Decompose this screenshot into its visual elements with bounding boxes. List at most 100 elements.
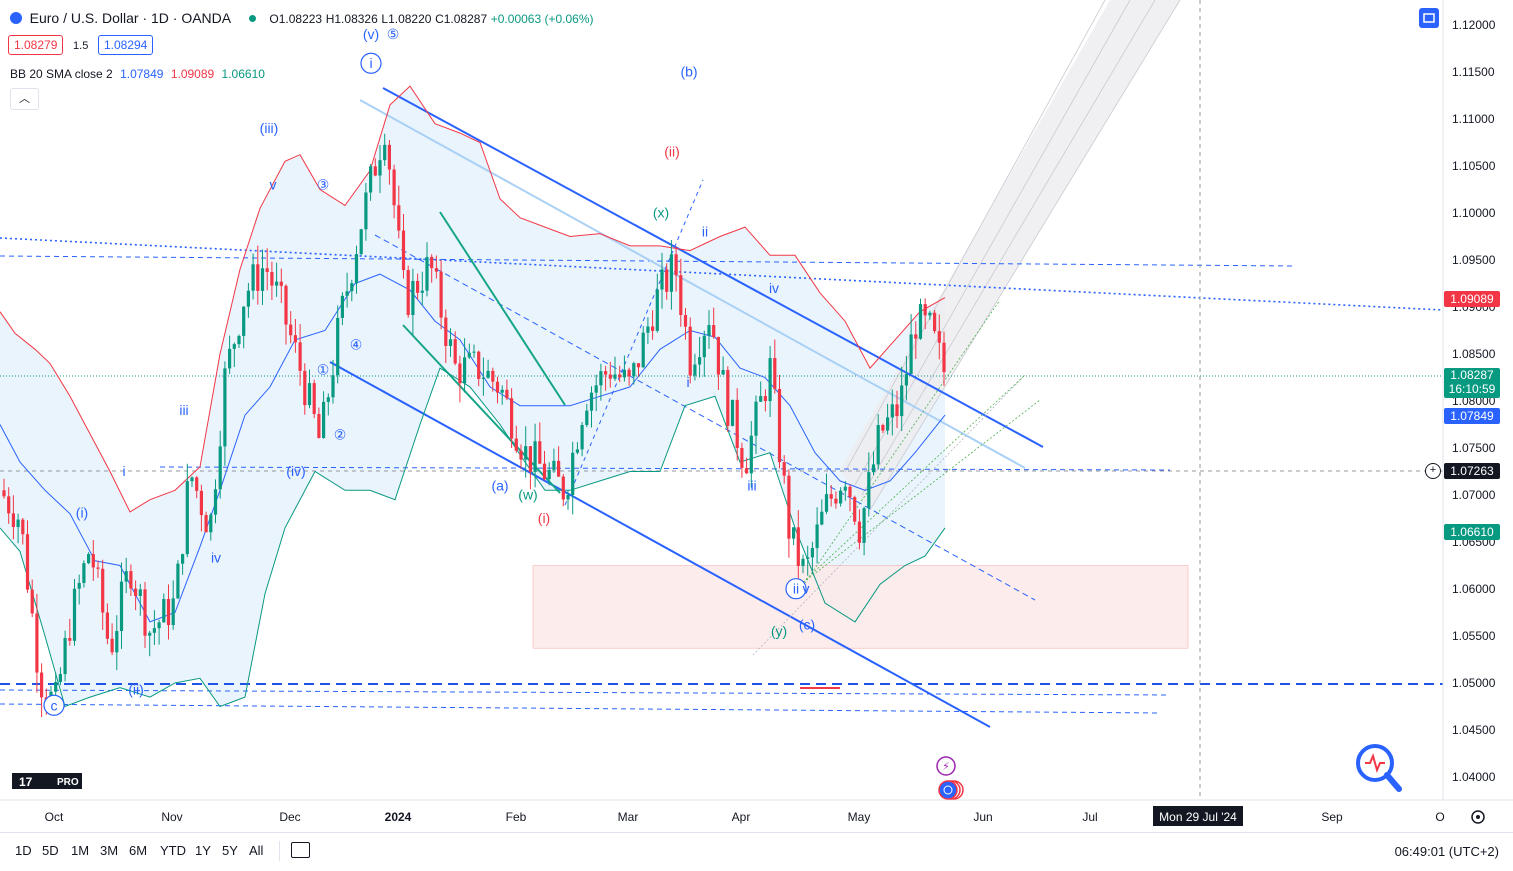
candle (392, 164, 396, 219)
candle (143, 581, 147, 648)
candle (312, 379, 316, 419)
candle (420, 271, 424, 306)
candle (801, 554, 805, 574)
candle (627, 367, 631, 386)
candle (636, 363, 641, 377)
dashed-rising-line (564, 179, 704, 506)
candle (223, 361, 227, 466)
candle (566, 489, 570, 510)
candle (322, 391, 326, 439)
candle (430, 254, 434, 283)
candle (768, 345, 772, 417)
candle (665, 263, 669, 300)
candle (458, 355, 462, 403)
candle (96, 560, 100, 578)
date-range-icon[interactable] (291, 842, 310, 858)
timeframe-button-5d[interactable]: 5D (42, 843, 59, 858)
green-wedge-upper (439, 211, 566, 406)
time-crosshair-label-bg (1153, 806, 1243, 826)
timeframe-button-3m[interactable]: 3M (100, 843, 119, 858)
candle (608, 361, 612, 388)
candle (806, 545, 810, 576)
x-tick-label: Jun (973, 810, 992, 824)
candle (21, 518, 25, 545)
candle (204, 511, 208, 533)
candle (387, 140, 391, 185)
candle (528, 446, 532, 490)
wave-label: (iii) (260, 120, 279, 136)
candle (853, 495, 857, 525)
svg-text:v: v (270, 177, 277, 193)
wave-label: ⑤ (387, 26, 400, 42)
candle (444, 309, 448, 364)
candle (669, 240, 673, 310)
svg-text:(i): (i) (538, 510, 550, 526)
candle (754, 395, 758, 454)
candle (166, 584, 171, 640)
lightning-event-icon[interactable]: ⚡ (936, 756, 956, 776)
candle (25, 520, 30, 593)
sell-button[interactable]: 1.08279 (8, 35, 64, 55)
candle (618, 365, 622, 383)
candle (683, 307, 688, 340)
candle (824, 473, 829, 515)
x-tick-label: Oct (45, 810, 64, 824)
candle (843, 480, 847, 501)
candle (561, 474, 565, 507)
candle (735, 388, 739, 461)
candle (124, 557, 128, 594)
fullscreen-button[interactable] (1419, 8, 1439, 28)
candle (481, 357, 485, 396)
candle (589, 386, 594, 428)
svg-text:i: i (686, 374, 689, 390)
x-tick-label: Sep (1321, 810, 1343, 824)
candle (547, 462, 551, 486)
candle (712, 307, 716, 339)
wave-label: (iv) (286, 463, 305, 479)
indicator-legend[interactable]: BB 20 SMA close 2 1.07849 1.09089 1.0661… (10, 67, 265, 81)
timeframe-button-1d[interactable]: 1D (15, 843, 32, 858)
timeframe-button-all[interactable]: All (249, 843, 264, 858)
symbol-legend[interactable]: Euro / U.S. Dollar · 1D · OANDA O1.08223… (10, 10, 594, 26)
svg-text:(i): (i) (76, 505, 88, 521)
candle (40, 663, 44, 718)
svg-text:(ii): (ii) (664, 144, 680, 160)
candle (575, 442, 579, 455)
wave-label: c (43, 694, 65, 716)
timeframe-button-1y[interactable]: 1Y (195, 843, 211, 858)
collapse-legend-button[interactable]: ︿ (10, 88, 39, 110)
candle (232, 342, 236, 368)
candle (533, 423, 537, 488)
svg-text:v: v (803, 581, 810, 597)
candle (82, 560, 86, 588)
y-tick-label: 1.10500 (1452, 159, 1496, 173)
wave-label: v (803, 581, 810, 597)
candle (928, 310, 932, 320)
candle (585, 403, 589, 428)
flag-events-icon[interactable] (938, 780, 964, 800)
svg-text:④: ④ (350, 336, 363, 352)
candle (7, 487, 11, 524)
x-tick-label: Apr (732, 810, 751, 824)
timeframe-button-6m[interactable]: 6M (129, 843, 148, 858)
timeframe-button-ytd[interactable]: YTD (160, 843, 186, 858)
candle (552, 448, 556, 473)
timeframe-button-5y[interactable]: 5Y (222, 843, 238, 858)
buy-button[interactable]: 1.08294 (97, 35, 154, 55)
candle (195, 476, 199, 499)
candle (641, 326, 645, 368)
gear-icon[interactable] (1471, 810, 1485, 824)
candle (307, 369, 312, 409)
candle (759, 381, 763, 403)
add-alert-icon[interactable]: + (1425, 463, 1441, 479)
candle (448, 328, 453, 357)
timeframe-button-1m[interactable]: 1M (71, 843, 90, 858)
candle (213, 479, 218, 524)
candle (730, 399, 735, 427)
wave-label: (v) (363, 26, 379, 42)
clock[interactable]: 06:49:01 (UTC+2) (1394, 844, 1499, 859)
chevron-up-icon: ︿ (19, 93, 30, 105)
svg-text:(iv): (iv) (286, 463, 305, 479)
channel-mid (359, 99, 1026, 469)
